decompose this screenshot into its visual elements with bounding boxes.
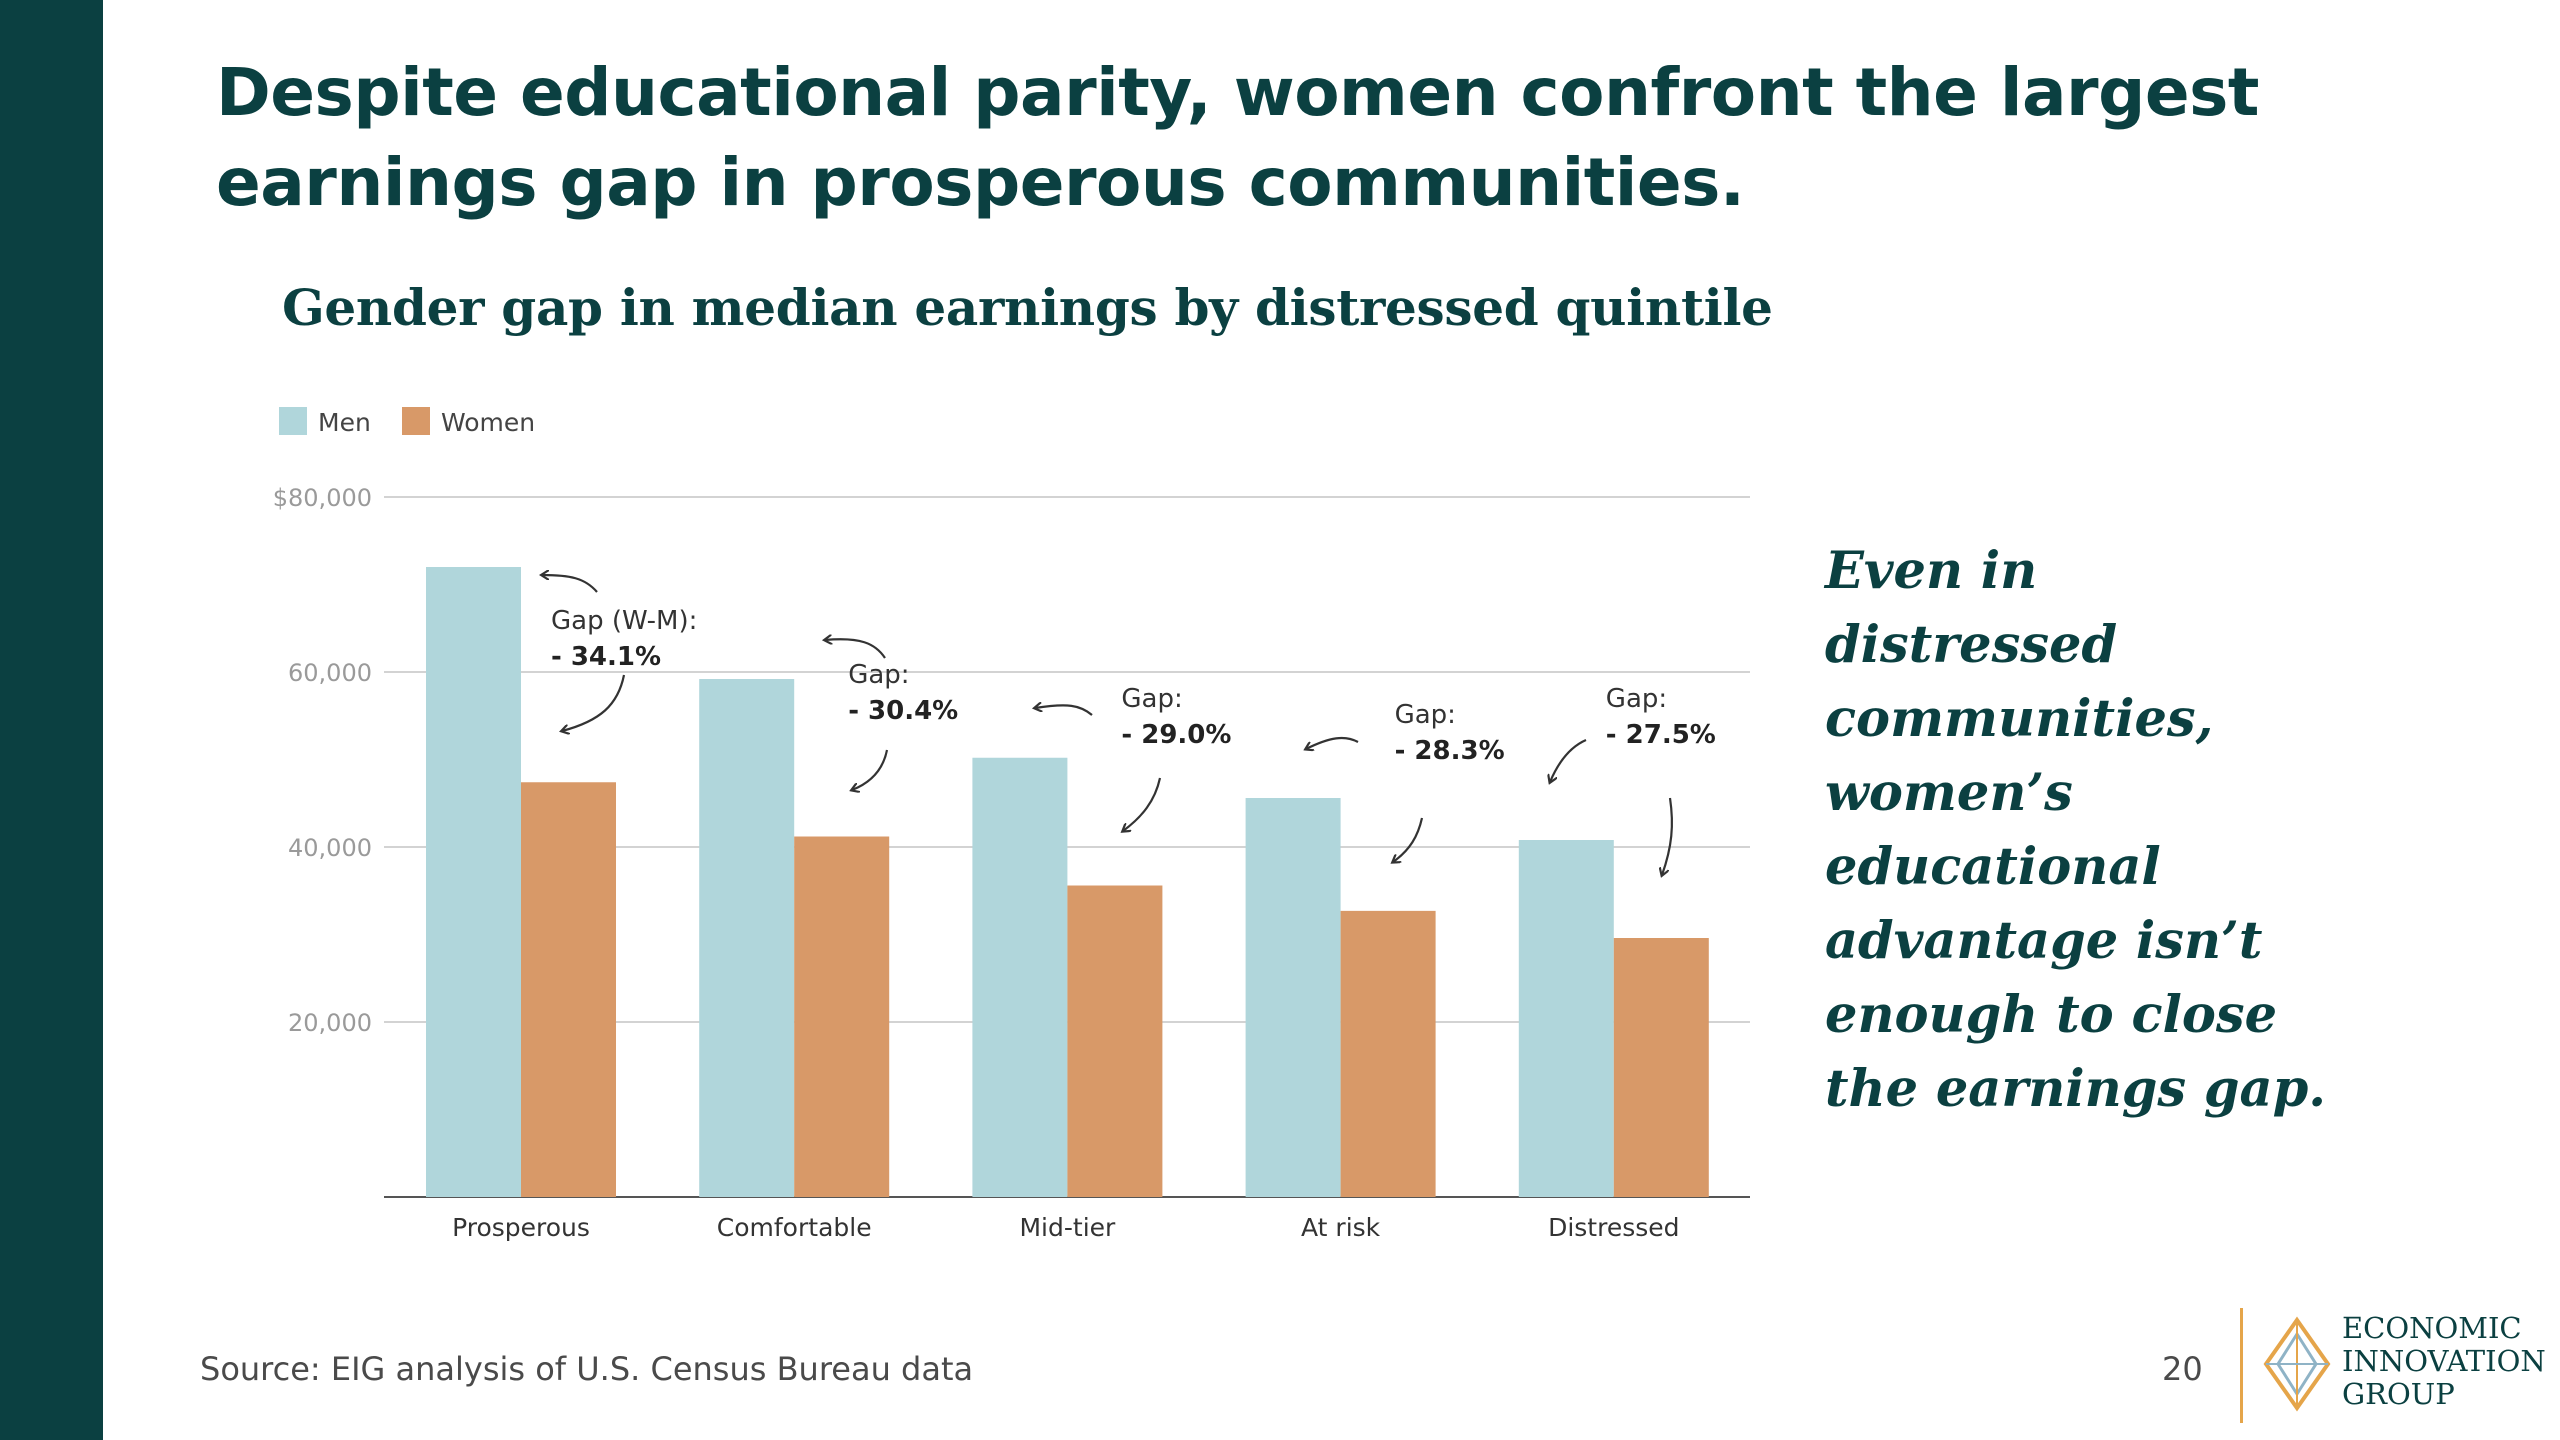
gap-value-4: - 27.5% bbox=[1606, 720, 1716, 750]
gap-label-2: Gap: bbox=[1121, 684, 1182, 714]
legend-swatch-0 bbox=[279, 407, 307, 435]
bar-men-prosperous bbox=[426, 567, 521, 1197]
y-tick-label-0: 20,000 bbox=[288, 1009, 372, 1037]
bar-men-distressed bbox=[1518, 840, 1614, 1197]
gap-label-0: Gap (W-M): bbox=[551, 606, 697, 636]
page-number: 20 bbox=[2162, 1350, 2203, 1388]
gap-annotations: Gap (W-M): - 34.1% Gap: - 30.4% Gap: - 29.0% G… bbox=[542, 575, 1716, 875]
chart-bars bbox=[426, 567, 1709, 1197]
logo-line-1: ECONOMIC bbox=[2342, 1311, 2522, 1345]
gap-arrow-1-1 bbox=[852, 749, 889, 790]
legend-swatch-1 bbox=[402, 407, 430, 435]
gap-value-3: - 28.3% bbox=[1395, 736, 1505, 766]
y-tick-label-2: 60,000 bbox=[288, 659, 372, 687]
gap-arrow-4-1 bbox=[1662, 797, 1674, 875]
bar-men-comfortable bbox=[699, 679, 795, 1197]
gap-arrow-2-0 bbox=[1035, 705, 1093, 716]
bar-women-mid-tier bbox=[1067, 885, 1163, 1197]
chart-title: Gender gap in median earnings by distres… bbox=[282, 278, 1773, 337]
x-tick-label-1: Comfortable bbox=[717, 1213, 872, 1242]
bar-men-at-risk bbox=[1245, 798, 1341, 1197]
bar-women-prosperous bbox=[521, 782, 616, 1197]
x-tick-label-2: Mid-tier bbox=[1019, 1213, 1116, 1242]
gap-arrow-2-1 bbox=[1123, 777, 1162, 831]
gap-value-1: - 30.4% bbox=[848, 696, 958, 726]
y-tick-label-3: $80,000 bbox=[273, 484, 372, 512]
y-tick-label-1: 40,000 bbox=[288, 834, 372, 862]
slide-headline: Despite educational parity, women confro… bbox=[216, 54, 2259, 221]
gap-arrow-3-0 bbox=[1306, 736, 1359, 749]
source-note: Source: EIG analysis of U.S. Census Bure… bbox=[200, 1350, 974, 1388]
x-axis-labels: Prosperous Comfortable Mid-tier At risk Dist… bbox=[452, 1213, 1679, 1242]
x-tick-label-3: At risk bbox=[1301, 1213, 1381, 1242]
gap-arrow-0-1 bbox=[562, 674, 626, 731]
logo-line-2: INNOVATION bbox=[2342, 1344, 2546, 1378]
bar-men-mid-tier bbox=[972, 757, 1068, 1197]
logo-line-3: GROUP bbox=[2342, 1377, 2455, 1411]
bar-women-distressed bbox=[1613, 938, 1709, 1197]
gap-value-0: - 34.1% bbox=[551, 642, 661, 672]
gap-arrow-3-1 bbox=[1393, 817, 1424, 862]
logo-divider bbox=[2240, 1308, 2243, 1423]
gap-value-2: - 29.0% bbox=[1121, 720, 1231, 750]
x-tick-label-0: Prosperous bbox=[452, 1213, 590, 1242]
gap-arrow-1-0 bbox=[825, 639, 886, 659]
bar-chart: Men Women 20,000 40,000 60,000 $80,000 Prosp… bbox=[273, 407, 1750, 1242]
gap-label-3: Gap: bbox=[1395, 700, 1456, 730]
eig-logo-icon bbox=[2263, 1316, 2331, 1412]
eig-logo-text: ECONOMIC INNOVATION GROUP bbox=[2342, 1312, 2546, 1411]
gap-arrow-0-0 bbox=[542, 575, 598, 593]
callout-text: Even in distressed communities, women’s … bbox=[1825, 541, 2326, 1119]
bar-women-comfortable bbox=[794, 836, 890, 1197]
legend-label-1: Women bbox=[441, 408, 535, 437]
x-tick-label-4: Distressed bbox=[1548, 1213, 1679, 1242]
gap-label-4: Gap: bbox=[1606, 684, 1667, 714]
gap-arrow-4-0 bbox=[1550, 738, 1587, 782]
bar-women-at-risk bbox=[1340, 910, 1436, 1197]
gap-label-1: Gap: bbox=[848, 660, 909, 690]
chart-legend: Men Women bbox=[279, 407, 535, 437]
legend-label-0: Men bbox=[318, 408, 371, 437]
side-bar bbox=[0, 0, 103, 1440]
